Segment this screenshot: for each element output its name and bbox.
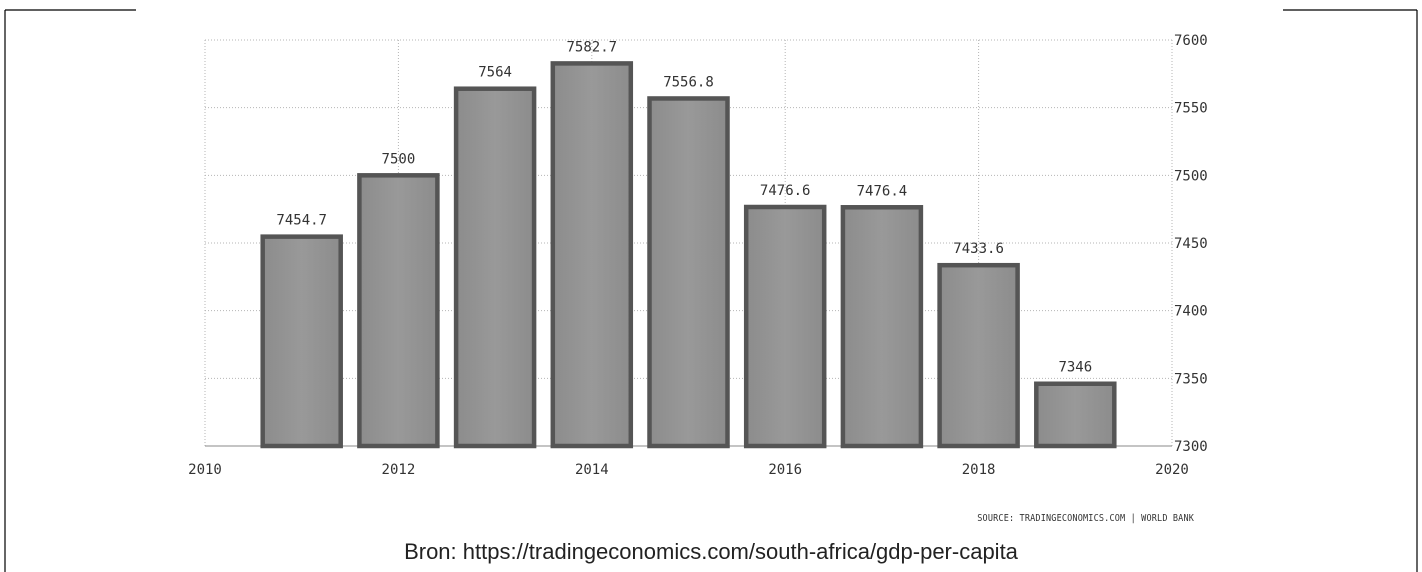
chart-bars bbox=[260, 61, 1117, 449]
y-axis-ticks: 7300 7350 7400 7450 7500 7550 7600 bbox=[1174, 33, 1208, 455]
y-tick-label: 7350 bbox=[1174, 371, 1208, 387]
y-tick-label: 7600 bbox=[1174, 33, 1208, 49]
x-tick-label: 2012 bbox=[382, 462, 416, 478]
x-tick-label: 2020 bbox=[1155, 462, 1189, 478]
bar bbox=[840, 205, 924, 449]
data-label: 7500 bbox=[382, 151, 416, 167]
x-axis-ticks: 2010 2012 2014 2016 2018 2020 bbox=[188, 462, 1189, 478]
figure-caption: Bron: https://tradingeconomics.com/south… bbox=[404, 539, 1018, 564]
data-label: 7582.7 bbox=[567, 39, 618, 55]
y-tick-label: 7500 bbox=[1174, 168, 1208, 184]
data-label: 7556.8 bbox=[663, 74, 714, 90]
x-tick-label: 2018 bbox=[962, 462, 996, 478]
bar bbox=[743, 204, 827, 449]
source-note: SOURCE: TRADINGECONOMICS.COM | WORLD BAN… bbox=[977, 513, 1194, 524]
y-tick-label: 7550 bbox=[1174, 101, 1208, 117]
y-tick-label: 7300 bbox=[1174, 439, 1208, 455]
data-label: 7476.6 bbox=[760, 183, 811, 199]
x-tick-label: 2016 bbox=[768, 462, 802, 478]
bar bbox=[357, 173, 440, 449]
data-label: 7346 bbox=[1058, 360, 1092, 376]
data-label: 7433.6 bbox=[953, 241, 1004, 257]
data-label: 7564 bbox=[478, 65, 512, 81]
y-tick-label: 7400 bbox=[1174, 304, 1208, 320]
bar bbox=[1034, 381, 1117, 449]
bar bbox=[647, 96, 730, 449]
bar bbox=[453, 86, 537, 449]
chart-data-labels: 7454.7 7500 7564 7582.7 7556.8 7476.6 7476.4 74… bbox=[276, 39, 1092, 375]
y-tick-label: 7450 bbox=[1174, 236, 1208, 252]
data-label: 7454.7 bbox=[276, 213, 327, 229]
bar bbox=[550, 61, 634, 449]
data-label: 7476.4 bbox=[857, 183, 908, 199]
bar bbox=[937, 262, 1020, 449]
bar bbox=[260, 234, 343, 449]
x-tick-label: 2014 bbox=[575, 462, 609, 478]
x-tick-label: 2010 bbox=[188, 462, 222, 478]
